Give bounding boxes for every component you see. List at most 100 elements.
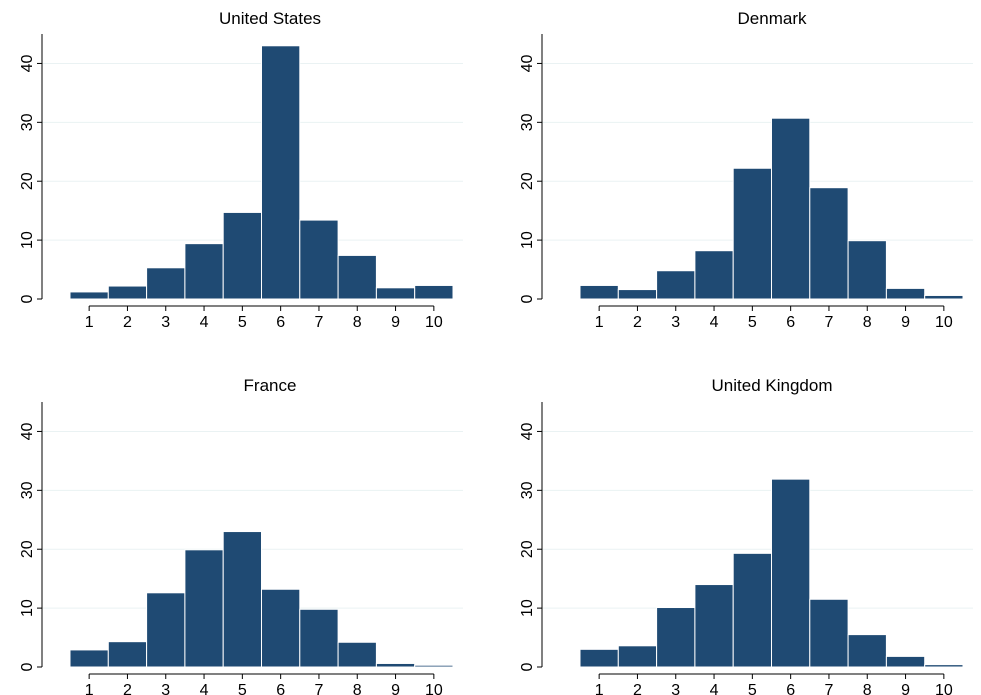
x-tick-label: 8 [353, 682, 362, 695]
histogram-bar [579, 284, 619, 300]
x-tick-label: 1 [85, 314, 94, 331]
histogram-bar [337, 254, 377, 300]
y-tick-label: 40 [19, 54, 36, 72]
histogram-bar [69, 291, 109, 300]
x-tick-label: 4 [200, 314, 209, 331]
histogram-bar [924, 294, 964, 300]
histogram-bar [184, 243, 224, 300]
histogram-bar [299, 219, 339, 300]
histogram-bar [732, 167, 773, 300]
x-tick-label: 3 [671, 314, 680, 331]
histogram-bar [809, 187, 849, 300]
x-tick-label: 4 [710, 682, 719, 695]
y-tick-label: 20 [19, 540, 36, 558]
x-tick-label: 9 [901, 682, 910, 695]
x-tick-label: 8 [863, 314, 872, 331]
y-tick-label: 0 [519, 294, 536, 303]
x-tick-label: 6 [276, 314, 285, 331]
histogram-bar [375, 662, 416, 668]
panel-title: Denmark [738, 9, 807, 28]
x-tick-label: 9 [391, 314, 400, 331]
chart-panel: 0 10 20 30 40 1 2 3 4 5 6 7 8 9 10 United States [19, 9, 463, 331]
chart-panel: 0 10 20 30 40 1 2 3 4 5 6 7 8 9 10 Denmark [519, 9, 973, 331]
histogram-bar [847, 634, 887, 668]
y-tick-label: 20 [519, 172, 536, 190]
x-tick-label: 3 [161, 682, 170, 695]
x-tick-label: 10 [425, 682, 443, 695]
x-tick-label: 8 [863, 682, 872, 695]
histogram-bar [261, 588, 301, 668]
histogram-bar [337, 641, 377, 668]
histogram-bar [69, 649, 109, 668]
x-tick-label: 3 [161, 314, 170, 331]
x-tick-label: 7 [824, 682, 833, 695]
y-tick-label: 10 [19, 599, 36, 617]
histogram-bar [222, 531, 262, 668]
histogram-bar [617, 645, 658, 668]
y-tick-label: 20 [19, 172, 36, 190]
histogram-bar [809, 598, 849, 668]
chart-panel: 0 10 20 30 40 1 2 3 4 5 6 7 8 9 10 France [19, 376, 463, 695]
histogram-bar [579, 648, 619, 668]
x-tick-label: 1 [85, 682, 94, 695]
histogram-bar [146, 592, 186, 668]
panel-title: United States [219, 9, 321, 28]
x-tick-label: 3 [671, 682, 680, 695]
x-tick-label: 5 [748, 314, 757, 331]
y-tick-label: 0 [19, 294, 36, 303]
y-tick-label: 10 [19, 231, 36, 249]
x-tick-label: 9 [391, 682, 400, 695]
histogram-bar [414, 664, 454, 668]
y-tick-label: 10 [519, 231, 536, 249]
chart-panel: 0 10 20 30 40 1 2 3 4 5 6 7 8 9 10 United Kingdom [519, 376, 973, 695]
histogram-bar [847, 240, 887, 300]
x-tick-label: 2 [123, 314, 132, 331]
histogram-bar [299, 608, 339, 668]
y-tick-label: 30 [19, 481, 36, 499]
y-tick-label: 40 [519, 54, 536, 72]
histogram-bar [222, 211, 262, 300]
x-tick-label: 1 [595, 314, 604, 331]
x-tick-label: 5 [748, 682, 757, 695]
y-tick-label: 0 [19, 662, 36, 671]
y-tick-label: 30 [519, 481, 536, 499]
x-tick-label: 2 [633, 682, 642, 695]
panel-title: France [244, 376, 297, 395]
histogram-bar [732, 552, 773, 668]
x-tick-label: 2 [633, 314, 642, 331]
histogram-bar [885, 287, 926, 300]
x-tick-label: 8 [353, 314, 362, 331]
x-tick-label: 10 [425, 314, 443, 331]
y-tick-label: 30 [19, 113, 36, 131]
histogram-bar [771, 117, 811, 300]
histogram-bar [261, 45, 301, 300]
x-tick-label: 6 [786, 682, 795, 695]
x-tick-label: 2 [123, 682, 132, 695]
histogram-bar [885, 655, 926, 668]
x-tick-label: 7 [824, 314, 833, 331]
y-tick-label: 40 [19, 422, 36, 440]
histogram-bar [924, 664, 964, 668]
histogram-bar [656, 607, 696, 668]
histogram-bar [414, 284, 454, 300]
panel-title: United Kingdom [712, 376, 833, 395]
histogram-bar [617, 289, 658, 300]
x-tick-label: 7 [314, 682, 323, 695]
x-tick-label: 1 [595, 682, 604, 695]
x-tick-label: 5 [238, 682, 247, 695]
y-tick-label: 20 [519, 540, 536, 558]
y-tick-label: 10 [519, 599, 536, 617]
histogram-bar [146, 267, 186, 300]
x-tick-label: 4 [200, 682, 209, 695]
histogram-bar [771, 478, 811, 668]
x-tick-label: 10 [935, 682, 953, 695]
x-tick-label: 5 [238, 314, 247, 331]
histogram-bar [107, 641, 148, 668]
y-tick-label: 30 [519, 113, 536, 131]
x-tick-label: 6 [276, 682, 285, 695]
histogram-bar [694, 584, 734, 668]
histogram-bar [694, 250, 734, 300]
x-tick-label: 4 [710, 314, 719, 331]
